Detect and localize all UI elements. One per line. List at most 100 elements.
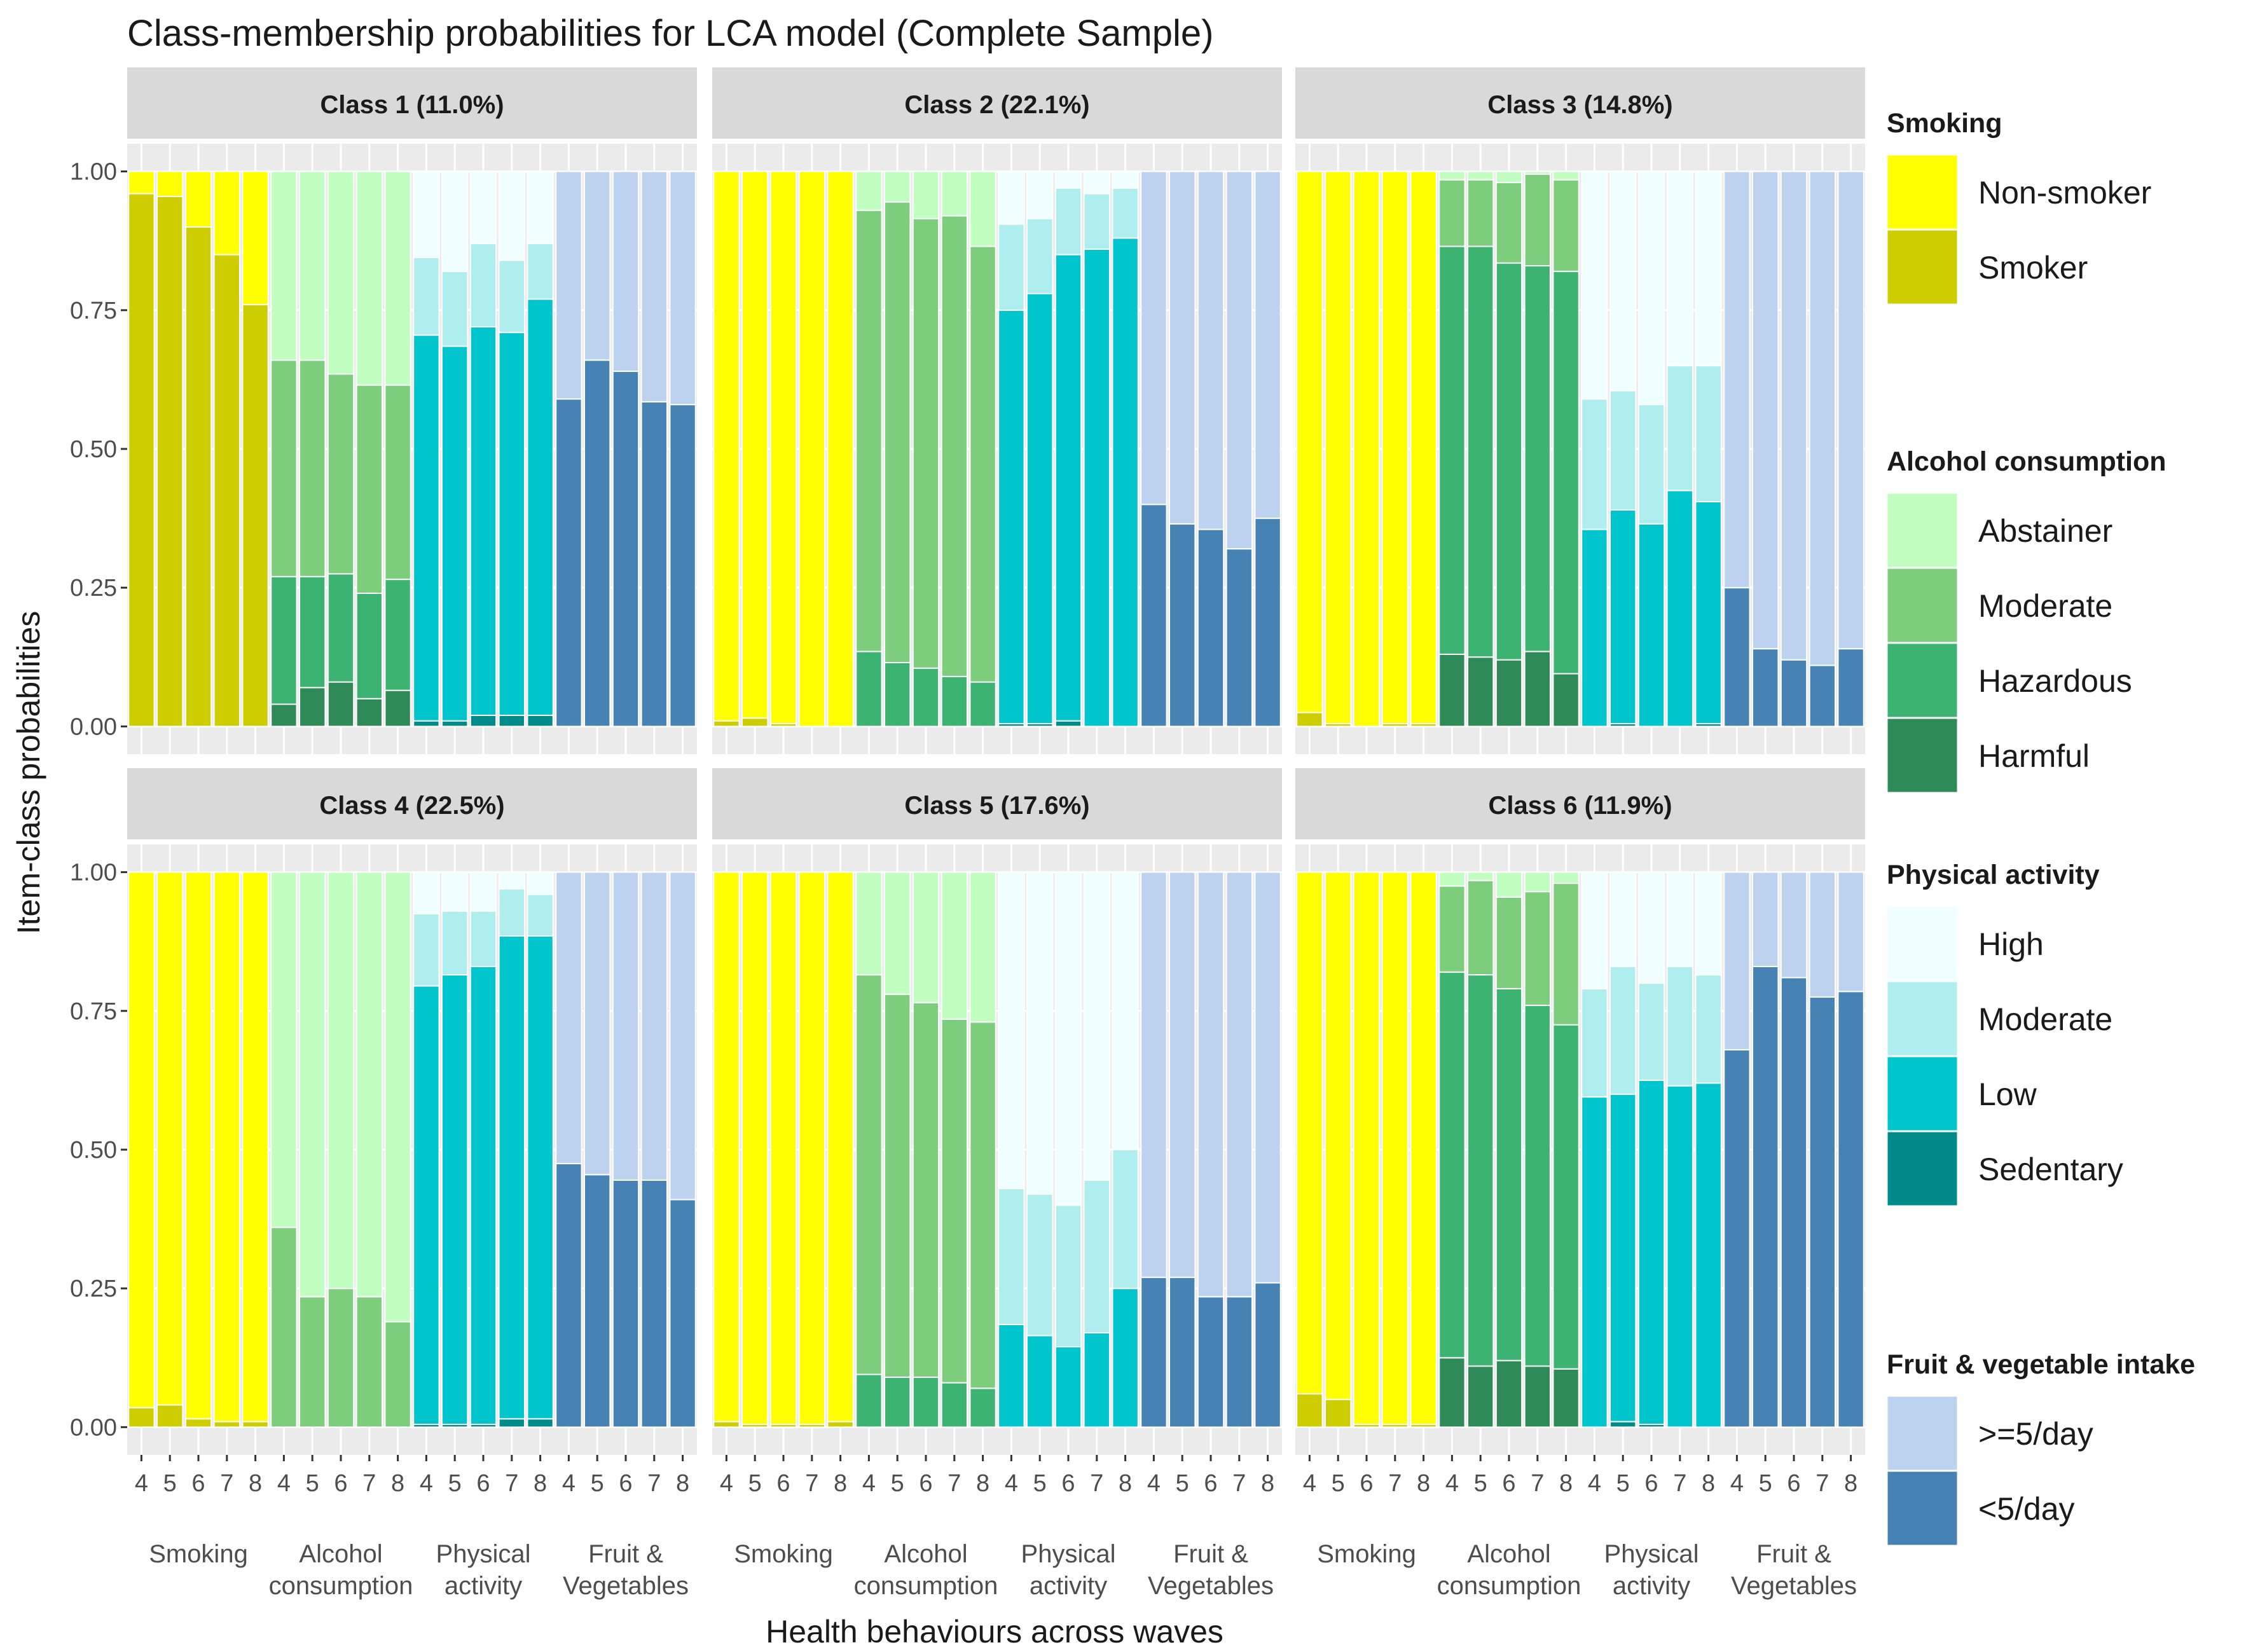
bar-segment [1467, 879, 1494, 976]
bar-segment [413, 170, 440, 258]
bar-segment [713, 720, 740, 727]
x-group-label: consumption [854, 1572, 998, 1600]
bar-segment [741, 717, 769, 727]
bar-segment [1410, 170, 1437, 725]
bar-segment [498, 1418, 525, 1428]
legend: Smoking Non-smoker Smoker Alcohol consumpti… [1885, 108, 2195, 1547]
bar-segment [469, 871, 497, 912]
legend-label: Low [1978, 1077, 2037, 1112]
bar-segment [584, 359, 611, 727]
y-tick-label: 0.50 [70, 1137, 117, 1164]
bar-segment [270, 359, 298, 577]
bar-segment [413, 913, 440, 987]
bar-segment [769, 170, 797, 725]
bar-segment [640, 871, 668, 1181]
bar-segment [1325, 1398, 1352, 1428]
bar-segment [713, 1421, 740, 1428]
facet-panel: Class 5 (17.6%)4 5 6 7 8 4 5 6 7 8 4 5 6 7 8 4 5 6 7 8Smoki… [712, 768, 1282, 1600]
chart-title: Class-membership probabilities for LCA m… [127, 13, 1213, 54]
facet-panel: Class 4 (22.5%)0.000.250.500.751.004 5 6 7 8… [70, 768, 697, 1600]
bar-segment [555, 398, 582, 727]
bar-segment [1026, 217, 1054, 294]
bar-segment [1524, 1005, 1551, 1367]
x-axis-title: Health behaviours across waves [766, 1614, 1223, 1649]
bar-segment [1723, 1049, 1751, 1428]
bar-segment [1140, 1276, 1168, 1428]
legend-key [1885, 153, 1959, 231]
bar-segment [1169, 1276, 1196, 1428]
bar-segment [1083, 248, 1110, 727]
bar-segment [213, 871, 240, 1422]
facet-strip-label: Class 3 (14.8%) [1487, 91, 1672, 119]
bar-segment [156, 1404, 184, 1428]
bar-segment [969, 1387, 996, 1428]
bar-segment [1054, 187, 1082, 256]
bar-segment [1780, 170, 1808, 661]
bar-segment [1254, 170, 1281, 520]
bar-segment [1637, 523, 1665, 727]
facet-strip [712, 768, 1282, 839]
bar-segment [1495, 182, 1523, 264]
x-tick-label: 7 [647, 1470, 661, 1497]
x-tick-label: 8 [834, 1470, 847, 1497]
bar-segment [1495, 988, 1523, 1361]
legend-key [1885, 717, 1959, 794]
bar-segment [498, 259, 525, 333]
bar-segment [1254, 1282, 1281, 1428]
legend-key [1885, 642, 1959, 719]
bar-segment [1140, 871, 1168, 1278]
facet-panel: Class 3 (14.8%) [1295, 67, 1865, 754]
x-tick-label: 6 [776, 1470, 790, 1497]
bar-segment [469, 965, 497, 1426]
bar-segment [855, 974, 883, 1375]
bar-segment [1581, 988, 1608, 1098]
bar-segment [1552, 1368, 1580, 1428]
bar-segment [413, 985, 440, 1426]
x-tick-label: 7 [1232, 1470, 1246, 1497]
legend-label: Moderate [1978, 588, 2112, 624]
bar-segment [355, 384, 383, 594]
facet-panel: Class 2 (22.1%) [712, 67, 1282, 754]
bar-segment [355, 170, 383, 386]
x-tick-label: 6 [619, 1470, 632, 1497]
x-tick-label: 5 [1033, 1470, 1047, 1497]
x-tick-label: 5 [448, 1470, 462, 1497]
legend-label: Abstainer [1978, 513, 2112, 549]
bar-segment [1054, 1204, 1082, 1347]
x-tick-label: 6 [1204, 1470, 1217, 1497]
x-tick-label: 5 [891, 1470, 904, 1497]
bar-segment [1552, 179, 1580, 272]
bar-segment [299, 575, 326, 689]
bar-segment [1197, 170, 1225, 530]
bar-segment [498, 871, 525, 890]
bar-segment [998, 1188, 1025, 1325]
bar-segment [1225, 170, 1253, 550]
facet-strip-label: Class 2 (22.1%) [904, 91, 1089, 119]
bar-segment [1581, 1096, 1608, 1428]
x-group-label: Smoking [734, 1540, 833, 1568]
legend-group: Fruit & vegetable intake >=5/day <5/day [1885, 1349, 2195, 1547]
legend-key [1885, 1130, 1959, 1208]
bar-segment [384, 384, 411, 581]
bar-segment [299, 687, 326, 727]
bar-segment [384, 689, 411, 727]
bar-segment [940, 871, 968, 1020]
bar-segment [1609, 170, 1637, 392]
bar-segment [1026, 1335, 1054, 1428]
bar-segment [612, 370, 640, 727]
bar-segment [441, 345, 469, 722]
bar-segment [1524, 891, 1551, 1007]
bar-segment [1054, 254, 1082, 722]
bar-segment [299, 359, 326, 577]
x-tick-label: 7 [947, 1470, 961, 1497]
bar-segment [1169, 871, 1196, 1278]
x-tick-label: 7 [362, 1470, 376, 1497]
x-tick-label: 8 [534, 1470, 547, 1497]
bar-segment [384, 170, 411, 386]
bar-segment [640, 1180, 668, 1428]
x-tick-label: 4 [720, 1470, 733, 1497]
legend-label: >=5/day [1978, 1416, 2093, 1452]
x-tick-label: 6 [476, 1470, 490, 1497]
legend-group: Smoking Non-smoker Smoker [1885, 108, 2151, 306]
x-tick-label: 4 [1303, 1470, 1316, 1497]
